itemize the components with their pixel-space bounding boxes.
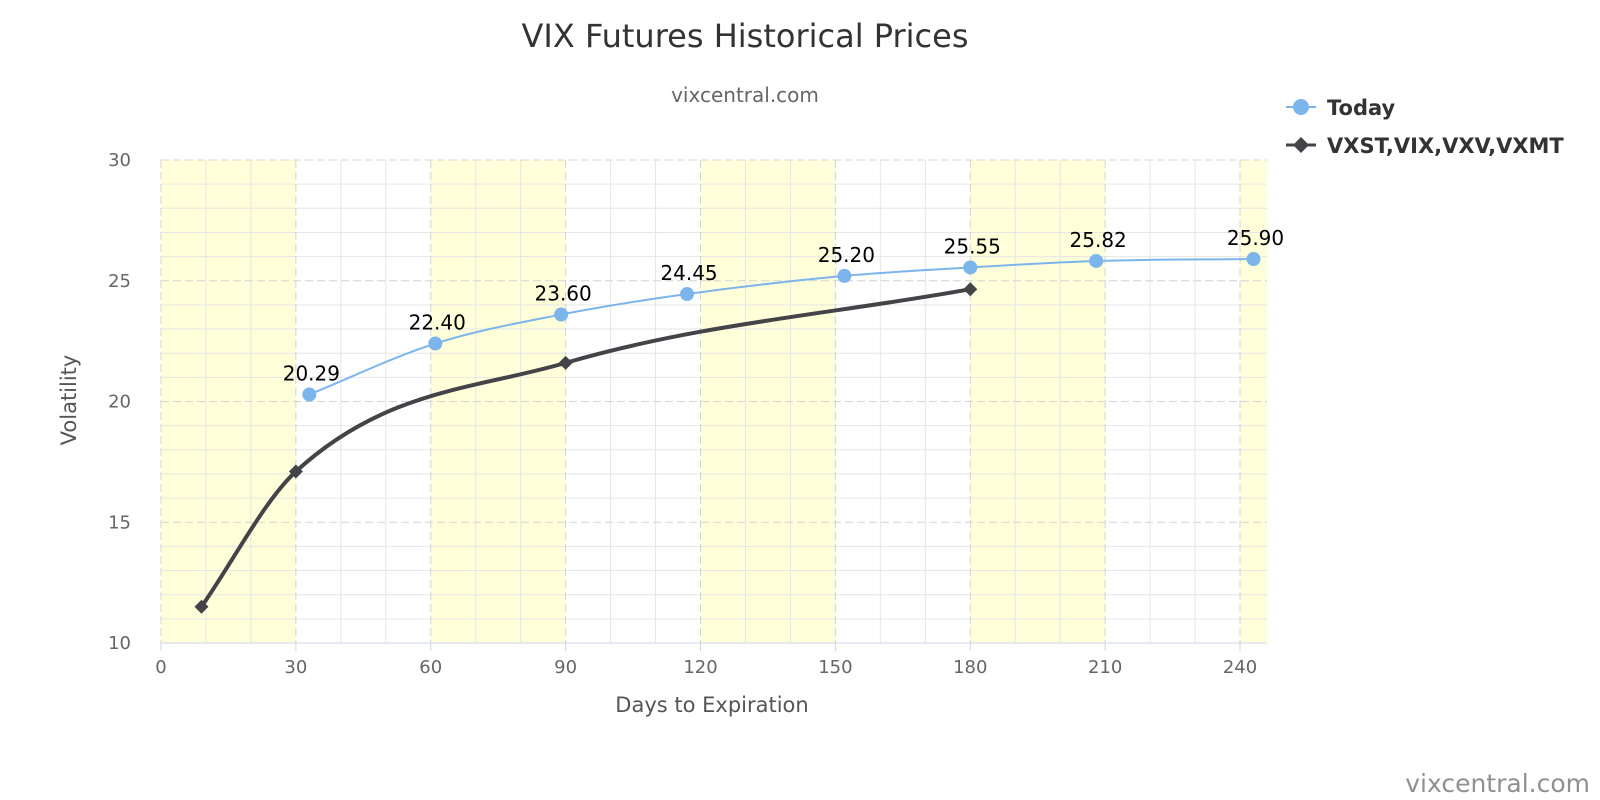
x-tick-label: 30 [284, 657, 307, 678]
data-label-today: 25.82 [1070, 228, 1127, 252]
credits-link[interactable]: vixcentral.com [1405, 769, 1590, 798]
y-tick-label: 10 [108, 633, 131, 654]
data-label-today: 25.90 [1227, 226, 1284, 250]
legend-label-term-structure: VXST,VIX,VXV,VXMT [1327, 134, 1564, 158]
data-label-today: 22.40 [409, 311, 466, 335]
data-label-today: 20.29 [283, 361, 340, 385]
x-tick-label: 60 [419, 657, 442, 678]
series-line-term-structure [199, 287, 971, 608]
legend-marker-today [1293, 99, 1309, 115]
data-label-today: 23.60 [535, 282, 592, 306]
legend: Today VXST,VIX,VXV,VXMT [1286, 96, 1564, 158]
series-layer [194, 252, 1261, 614]
point-today [963, 260, 978, 275]
x-tick-label: 120 [683, 657, 717, 678]
y-axis-title: Volatility [57, 355, 81, 446]
point-term-structure [558, 355, 573, 370]
point-today [302, 387, 317, 402]
data-label-today: 24.45 [660, 261, 717, 285]
point-term-structure [194, 599, 209, 614]
grid [160, 159, 1267, 644]
series-line-today [308, 258, 1254, 396]
y-tick-label: 25 [108, 271, 131, 292]
legend-marker-term-structure [1293, 137, 1309, 153]
point-today [554, 307, 569, 322]
axes: 0 30 60 90 120 150 180 210 240 10 15 20 25 30 [108, 150, 1267, 678]
x-tick-label: 240 [1223, 657, 1257, 678]
point-today [428, 336, 443, 351]
x-tick-label: 180 [953, 657, 987, 678]
x-axis-title: Days to Expiration [615, 693, 808, 717]
chart-subtitle: vixcentral.com [671, 83, 819, 107]
y-tick-label: 20 [108, 392, 131, 413]
point-term-structure [288, 464, 303, 479]
y-tick-label: 15 [108, 512, 131, 533]
data-label-today: 25.20 [818, 243, 875, 267]
legend-label-today: Today [1327, 96, 1396, 120]
legend-item-today[interactable]: Today [1286, 96, 1396, 120]
data-labels: 20.29 22.40 23.60 24.45 25.20 25.55 25.82 25.90 [283, 226, 1284, 385]
chart-title: VIX Futures Historical Prices [522, 17, 969, 55]
legend-item-vxst-vix-vxv-vxmt[interactable]: VXST,VIX,VXV,VXMT [1286, 134, 1564, 158]
x-tick-label: 90 [554, 657, 577, 678]
x-tick-label: 210 [1088, 657, 1122, 678]
point-today [1246, 252, 1261, 267]
point-term-structure [963, 282, 978, 297]
y-tick-label: 30 [108, 150, 131, 171]
x-tick-label: 150 [818, 657, 852, 678]
point-today [680, 287, 695, 302]
point-today [1089, 253, 1104, 268]
data-label-today: 25.55 [944, 234, 1001, 258]
point-today [837, 268, 852, 283]
x-tick-label: 0 [155, 657, 166, 678]
